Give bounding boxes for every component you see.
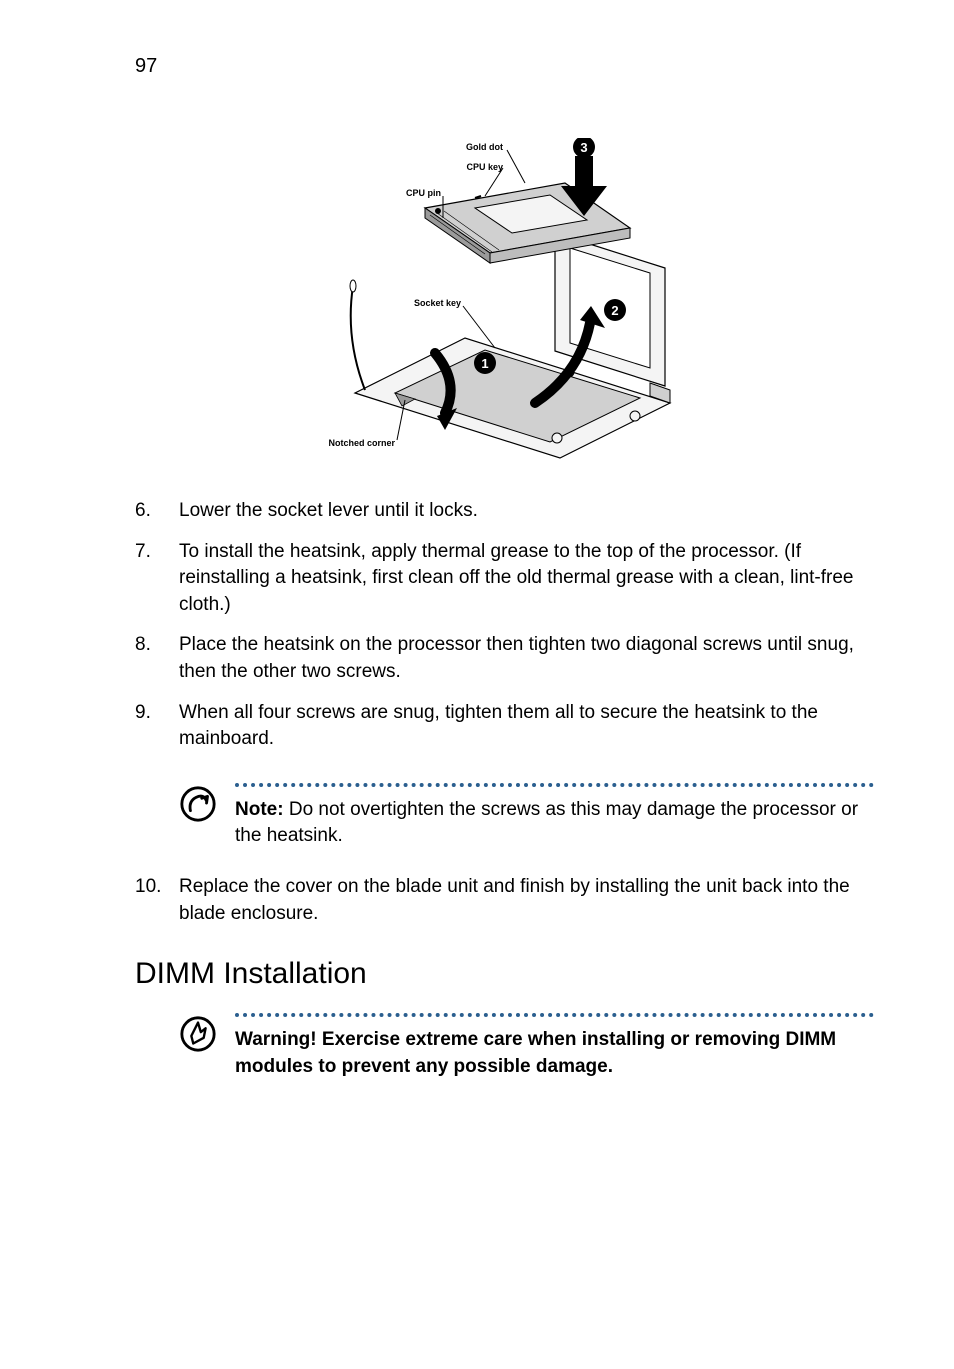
warning-block: Warning! Exercise extreme care when inst… bbox=[179, 1013, 874, 1080]
section-heading: DIMM Installation bbox=[135, 957, 874, 991]
note-icon bbox=[179, 785, 217, 823]
list-number: 7. bbox=[135, 539, 179, 619]
list-text: To install the heatsink, apply thermal g… bbox=[179, 539, 874, 619]
warning-text: Warning! Exercise extreme care when inst… bbox=[235, 1027, 874, 1080]
warning-icon bbox=[179, 1015, 217, 1053]
list-item: 6. Lower the socket lever until it locks… bbox=[135, 498, 874, 525]
list-item: 8. Place the heatsink on the processor t… bbox=[135, 632, 874, 685]
note-content: Note: Do not overtighten the screws as t… bbox=[235, 783, 874, 850]
list-item: 10. Replace the cover on the blade unit … bbox=[135, 874, 874, 927]
list-number: 10. bbox=[135, 874, 179, 927]
dotted-divider bbox=[235, 783, 874, 787]
dotted-divider bbox=[235, 1013, 874, 1017]
label-cpu-pin: CPU pin bbox=[406, 188, 441, 198]
diagram-marker-1: 1 bbox=[481, 356, 488, 371]
label-gold-dot: Gold dot bbox=[466, 142, 503, 152]
list-text: Place the heatsink on the processor then… bbox=[179, 632, 874, 685]
note-block: Note: Do not overtighten the screws as t… bbox=[179, 783, 874, 850]
list-item: 7. To install the heatsink, apply therma… bbox=[135, 539, 874, 619]
note-text: Note: Do not overtighten the screws as t… bbox=[235, 797, 874, 850]
warning-content: Warning! Exercise extreme care when inst… bbox=[235, 1013, 874, 1080]
diagram-marker-3: 3 bbox=[580, 140, 587, 155]
label-socket-key: Socket key bbox=[413, 298, 460, 308]
cpu-socket-diagram: 1 2 3 Gold dot CPU key CPU pin Socket ke… bbox=[325, 138, 685, 468]
note-label: Note: bbox=[235, 799, 284, 820]
instruction-list-2: 10. Replace the cover on the blade unit … bbox=[135, 874, 874, 927]
list-text: Lower the socket lever until it locks. bbox=[179, 498, 874, 525]
list-text: Replace the cover on the blade unit and … bbox=[179, 874, 874, 927]
diagram-marker-2: 2 bbox=[611, 303, 618, 318]
list-number: 9. bbox=[135, 700, 179, 753]
list-text: When all four screws are snug, tighten t… bbox=[179, 700, 874, 753]
diagram-container: 1 2 3 Gold dot CPU key CPU pin Socket ke… bbox=[135, 138, 874, 468]
instruction-list-1: 6. Lower the socket lever until it locks… bbox=[135, 498, 874, 753]
label-notched-corner: Notched corner bbox=[328, 438, 395, 448]
list-number: 6. bbox=[135, 498, 179, 525]
label-cpu-key: CPU key bbox=[466, 162, 503, 172]
note-body: Do not overtighten the screws as this ma… bbox=[235, 799, 858, 847]
list-number: 8. bbox=[135, 632, 179, 685]
page-number: 97 bbox=[135, 55, 874, 78]
list-item: 9. When all four screws are snug, tighte… bbox=[135, 700, 874, 753]
document-page: 97 bbox=[0, 0, 954, 1184]
